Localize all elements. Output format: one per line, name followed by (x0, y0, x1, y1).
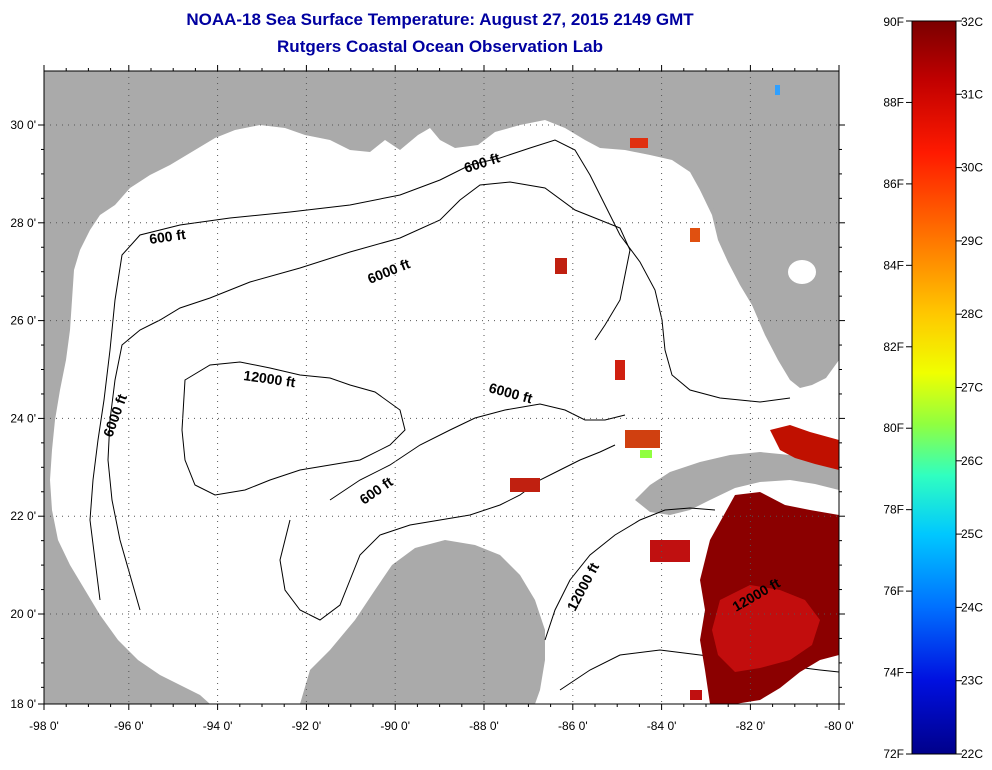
sst-patch-scatter-5 (775, 85, 780, 95)
lat-label: 22 0' (10, 509, 36, 523)
sst-patch-east-2 (625, 430, 660, 448)
colorbar-c-label: 30C (961, 161, 983, 175)
contour-12000ft (181, 361, 406, 496)
contour-12000ft-east (544, 507, 716, 641)
lon-label: -90 0' (380, 719, 410, 733)
sst-observations (510, 85, 839, 704)
colorbar-f-label: 74F (883, 666, 904, 680)
map-title: NOAA-18 Sea Surface Temperature: August … (186, 10, 694, 29)
colorbar-f-label: 86F (883, 177, 904, 191)
colorbar-c-label: 24C (961, 600, 983, 614)
sst-patch-scatter-2 (690, 228, 700, 242)
colorbar-f-label: 90F (883, 15, 904, 29)
colorbar-c-label: 32C (961, 15, 983, 29)
lat-label: 28 0' (10, 216, 36, 230)
colorbar-f-label: 82F (883, 340, 904, 354)
sst-patch-panhandle (630, 138, 648, 148)
contour-6000ft-south (329, 403, 626, 501)
contour-600ft-yucatan (279, 444, 616, 621)
sst-patch-florida-keys (770, 425, 839, 470)
lat-label: 18 0' (10, 697, 36, 711)
colorbar-c-label: 22C (961, 747, 983, 761)
sst-patch-campeche (510, 478, 540, 492)
graticule (44, 71, 839, 704)
map-subtitle: Rutgers Coastal Ocean Observation Lab (277, 37, 603, 56)
colorbar-f-label: 76F (883, 584, 904, 598)
colorbar-f-label: 88F (883, 95, 904, 109)
lon-label: -88 0' (469, 719, 499, 733)
contour-carib (559, 649, 839, 691)
colorbar-c-label: 27C (961, 381, 983, 395)
sst-patch-scatter-3 (690, 690, 702, 700)
map-frame (43, 70, 840, 705)
lon-label: -92 0' (292, 719, 322, 733)
land-cuba (635, 452, 839, 515)
colorbar-f-label: 78F (883, 503, 904, 517)
latitude-axis: 30 0' 28 0' 26 0' 24 0' 22 0' 20 0' 18 0' (10, 118, 845, 711)
lat-label: 24 0' (10, 411, 36, 425)
colorbar-f-label: 72F (883, 747, 904, 761)
lon-label: -84 0' (647, 719, 677, 733)
sst-patch-scatter-4 (640, 450, 652, 458)
lon-label: -82 0' (736, 719, 766, 733)
lat-label: 20 0' (10, 607, 36, 621)
contour-label-12000-c: 12000 ft (243, 367, 297, 390)
colorbar-f-label: 80F (883, 421, 904, 435)
sst-patch-east-1 (615, 360, 625, 380)
colorbar-c-label: 28C (961, 307, 983, 321)
contour-600ft (89, 139, 791, 601)
colorbar-c-label: 23C (961, 674, 983, 688)
colorbar-fahrenheit-labels: 90F 88F 86F 84F 82F 80F 78F 76F 74F 72F (883, 15, 912, 761)
lon-label: -96 0' (114, 719, 144, 733)
sst-patch-central (555, 258, 567, 274)
colorbar-celsius-labels: 32C 31C 30C 29C 28C 27C 26C 25C 24C 23C 22C (956, 15, 983, 761)
sst-patch-scatter-1 (650, 540, 690, 562)
colorbar-c-label: 26C (961, 454, 983, 468)
contour-6000ft-west (107, 181, 631, 611)
colorbar (911, 20, 957, 755)
longitude-axis: -98 0' -96 0' -94 0' -92 0' -90 0' -88 0' -86 … (29, 65, 854, 733)
lon-label: -80 0' (824, 719, 854, 733)
lat-label: 30 0' (10, 118, 36, 132)
lat-label: 26 0' (10, 314, 36, 328)
contour-label-600-nw: 600 ft (148, 226, 187, 247)
colorbar-c-label: 29C (961, 234, 983, 248)
land-florida (700, 78, 839, 380)
colorbar-f-label: 84F (883, 258, 904, 272)
lon-label: -98 0' (29, 719, 59, 733)
colorbar-c-label: 31C (961, 87, 983, 101)
bathymetry-contours (89, 139, 839, 691)
lake-okeechobee (788, 260, 816, 284)
sst-patch-caribbean-bright (712, 585, 820, 672)
colorbar-c-label: 25C (961, 527, 983, 541)
lon-label: -86 0' (558, 719, 588, 733)
lon-label: -94 0' (203, 719, 233, 733)
